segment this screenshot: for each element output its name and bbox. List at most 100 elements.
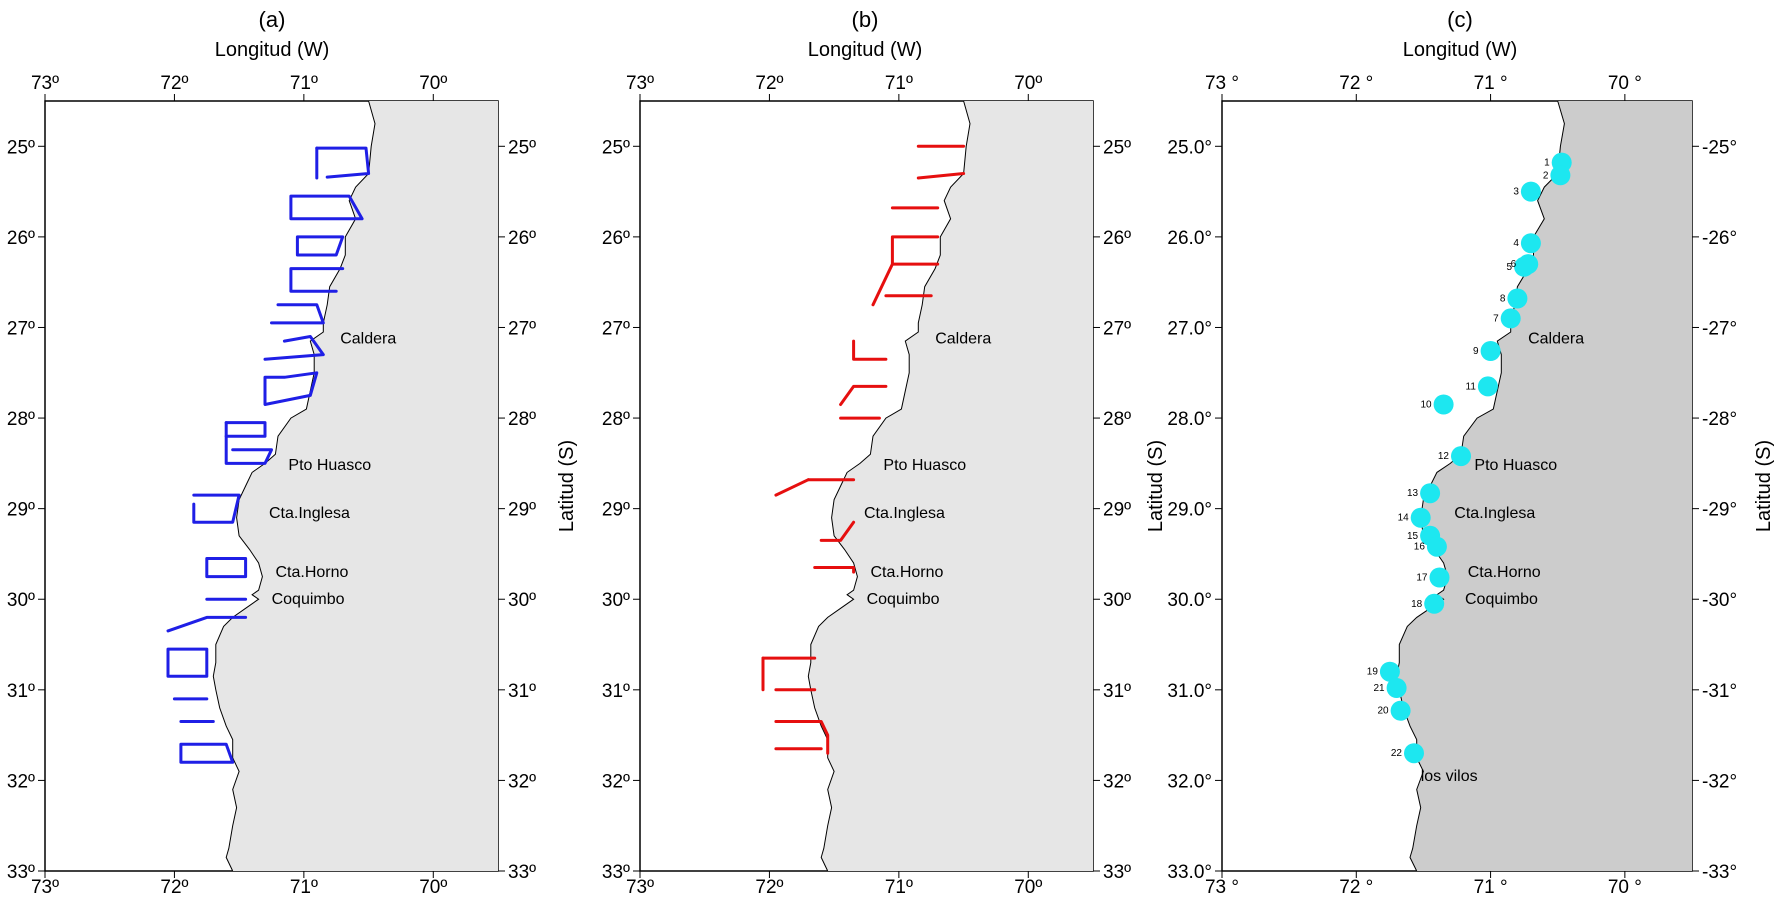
station-number: 16 [1414,542,1426,553]
place-label: Cta.Horno [871,564,944,581]
track-line [205,557,248,579]
station-number: 9 [1473,346,1479,357]
lat-tick-label: 30.0° [1167,590,1212,611]
track-line [166,647,209,678]
track-line [813,566,856,574]
lat-tick-label: -28° [1702,409,1737,430]
place-label: Caldera [340,330,396,347]
lat-tick-label: 28º [7,409,35,430]
land-area [807,100,1093,872]
panel-label: (c) [1447,7,1473,32]
station-number: 20 [1377,706,1389,717]
station-number: 7 [1493,313,1499,324]
lat-tick-label: 27º [1103,318,1131,339]
lat-tick-label: 30º [602,590,630,611]
axis-ticks: 73 ° 73 ° 72 ° 72 ° 71 ° 71 ° 70 ° 70 ° 25.0° -25… [1167,73,1737,898]
track-line [192,493,241,524]
lat-tick-label: 32º [508,771,536,792]
land-polygon [808,101,1093,871]
panel-label: (a) [259,7,286,32]
lat-tick-label: 28º [1103,409,1131,430]
lat-tick-label: 27º [7,318,35,339]
lat-tick-label: 30º [508,590,536,611]
track-line [224,421,273,465]
track-line [774,720,830,755]
station-marker [1386,678,1407,698]
place-label: Coquimbo [272,591,345,608]
lat-tick-label: 31º [508,681,536,702]
lon-tick-label: 70 ° [1608,73,1642,94]
lat-tick-label: 26º [7,228,35,249]
place-labels: Caldera Pto Huasco Cta.Inglesa Cta.Horno Coq… [864,330,991,608]
lat-tick-label: 25º [602,137,630,158]
lat-tick-label: 28º [602,409,630,430]
place-labels: Caldera Pto Huasco Cta.Inglesa Cta.Horno Coq… [269,330,396,608]
station-number: 11 [1466,381,1477,392]
track-line [289,194,364,221]
station-marker [1477,376,1498,397]
station-marker [1520,181,1541,202]
lon-tick-label: 70 ° [1608,877,1642,898]
lat-tick-label: 32º [1103,771,1131,792]
panel-b: (b) Longitud (W) Latitud (S) Caldera Pto … [556,7,1131,898]
station-marker [1404,743,1424,764]
lon-tick-label: 70º [1014,73,1042,94]
station-number: 19 [1367,667,1379,678]
lon-tick-label: 71º [290,877,318,898]
lat-tick-label: -32° [1702,771,1737,792]
lat-tick-label: 27º [602,318,630,339]
lat-tick-label: 29º [602,500,630,521]
station-number: 2 [1543,170,1549,181]
lat-tick-label: 32.0° [1167,771,1212,792]
station-number: 8 [1500,294,1506,305]
lat-tick-label: -31° [1702,681,1737,702]
place-label: Cta.Horno [276,564,349,581]
station-number: 12 [1438,451,1450,462]
coastline [212,100,376,872]
x-axis-title: Longitud (W) [808,39,923,61]
station-number: 15 [1407,531,1419,542]
panel-c: (c) Longitud (W) Latitud (S) Latitud (S)… [1145,7,1775,898]
lat-tick-label: 26º [1103,228,1131,249]
lat-tick-label: 27º [508,318,536,339]
lon-tick-label: 70º [419,877,447,898]
lon-tick-label: 72 ° [1339,877,1373,898]
place-label: Coquimbo [867,591,940,608]
station-marker [1424,593,1445,614]
track-line [916,172,966,180]
station-marker [1518,254,1539,275]
lon-tick-label: 72º [755,73,783,94]
track-line [890,235,940,266]
station-marker [1429,567,1450,588]
lat-tick-label: 29.0° [1167,500,1212,521]
land-polygon [213,101,499,871]
lon-tick-label: 72 ° [1339,73,1373,94]
track-line [289,267,345,293]
lat-tick-label: 25º [508,137,536,158]
lat-tick-label: -26° [1702,228,1737,249]
lat-tick-label: -30° [1702,590,1737,611]
lat-tick-label: 31º [7,681,35,702]
lat-tick-label: 31º [1103,681,1131,702]
station-marker [1426,536,1447,557]
lat-tick-label: 29º [1103,500,1131,521]
lat-tick-label: 29º [508,500,536,521]
track-line [263,335,325,361]
lon-tick-label: 70º [1014,877,1042,898]
lat-tick-label: 30º [1103,590,1131,611]
station-marker [1451,446,1471,467]
lat-tick-label: 33º [1103,862,1131,883]
place-label: Coquimbo [1465,591,1538,608]
land-polygon [1396,101,1692,871]
lat-tick-label: 28.0° [1167,409,1212,430]
lat-tick-label: 32º [7,771,35,792]
station-marker [1433,394,1454,415]
track-line [263,371,319,406]
lat-tick-label: 25º [1103,137,1131,158]
lat-tick-label: 25º [7,137,35,158]
place-label: Caldera [1528,330,1584,347]
place-label: Pto Huasco [288,457,371,474]
track-line [852,339,888,361]
track-line [774,478,810,497]
